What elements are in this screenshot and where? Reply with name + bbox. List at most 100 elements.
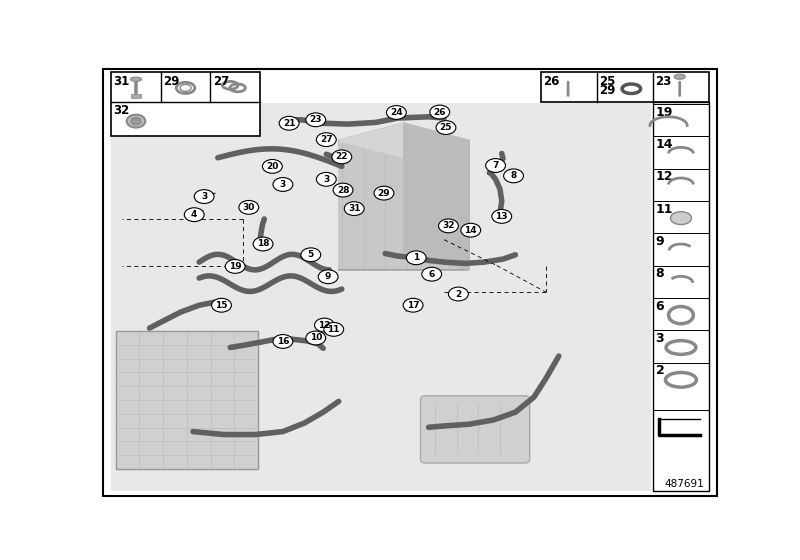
FancyBboxPatch shape [653, 102, 709, 491]
Text: 487691: 487691 [665, 479, 705, 489]
Circle shape [306, 113, 326, 127]
Text: 8: 8 [510, 171, 517, 180]
Text: 27: 27 [320, 135, 333, 144]
Circle shape [262, 160, 282, 173]
Ellipse shape [130, 77, 142, 81]
Circle shape [253, 237, 273, 251]
Text: 17: 17 [406, 301, 419, 310]
Text: 3: 3 [201, 192, 207, 201]
Text: 3: 3 [323, 175, 330, 184]
Circle shape [318, 270, 338, 284]
Polygon shape [115, 331, 258, 469]
Circle shape [438, 219, 458, 233]
Circle shape [333, 183, 353, 197]
Text: 13: 13 [495, 212, 508, 221]
Text: 32: 32 [114, 104, 130, 117]
FancyBboxPatch shape [542, 72, 709, 102]
Circle shape [504, 169, 523, 183]
Text: 31: 31 [348, 204, 361, 213]
Circle shape [226, 259, 245, 273]
Circle shape [211, 298, 231, 312]
Text: 11: 11 [327, 325, 340, 334]
Text: 12: 12 [318, 320, 330, 329]
Circle shape [324, 323, 344, 336]
FancyBboxPatch shape [103, 69, 717, 496]
Text: 6: 6 [655, 300, 664, 312]
Circle shape [316, 172, 336, 186]
Text: 14: 14 [465, 226, 477, 235]
Text: 20: 20 [266, 162, 278, 171]
Circle shape [436, 120, 456, 134]
Text: 3: 3 [655, 332, 664, 345]
Circle shape [449, 287, 468, 301]
Text: 29: 29 [599, 83, 615, 96]
Text: 24: 24 [390, 108, 402, 117]
Text: 3: 3 [280, 180, 286, 189]
Text: 16: 16 [277, 337, 289, 346]
FancyBboxPatch shape [111, 102, 650, 491]
Text: 23: 23 [655, 75, 671, 88]
Text: 2: 2 [655, 365, 664, 377]
Circle shape [461, 223, 481, 237]
Text: 29: 29 [163, 75, 180, 88]
Text: 19: 19 [655, 106, 673, 119]
Text: 26: 26 [434, 108, 446, 116]
Text: 25: 25 [440, 123, 452, 132]
Ellipse shape [670, 212, 691, 225]
Text: 9: 9 [325, 272, 331, 281]
Text: 18: 18 [257, 240, 270, 249]
Text: 30: 30 [242, 203, 255, 212]
Circle shape [430, 105, 450, 119]
Text: 25: 25 [599, 75, 615, 88]
Text: 7: 7 [492, 161, 498, 170]
Circle shape [403, 298, 423, 312]
Text: 31: 31 [114, 75, 130, 88]
Text: 23: 23 [310, 115, 322, 124]
FancyBboxPatch shape [111, 72, 260, 136]
Circle shape [374, 186, 394, 200]
Text: 22: 22 [335, 152, 348, 161]
Circle shape [273, 178, 293, 192]
Text: 4: 4 [191, 210, 198, 219]
Ellipse shape [131, 118, 141, 124]
Text: 5: 5 [308, 250, 314, 259]
Text: 11: 11 [655, 203, 673, 216]
Circle shape [279, 116, 299, 130]
Polygon shape [338, 123, 469, 270]
Circle shape [422, 267, 442, 281]
Text: 12: 12 [655, 170, 673, 183]
Circle shape [239, 200, 258, 214]
FancyBboxPatch shape [131, 94, 141, 98]
Text: 15: 15 [215, 301, 228, 310]
Circle shape [492, 209, 512, 223]
Circle shape [314, 318, 334, 332]
Text: 26: 26 [543, 75, 560, 88]
Text: 28: 28 [337, 185, 350, 194]
Circle shape [344, 202, 364, 216]
Circle shape [316, 133, 336, 147]
Circle shape [386, 106, 406, 119]
Circle shape [306, 331, 326, 345]
Circle shape [486, 158, 506, 172]
Circle shape [406, 251, 426, 265]
Text: 21: 21 [283, 119, 295, 128]
Text: 8: 8 [655, 267, 664, 280]
Text: 14: 14 [655, 138, 673, 151]
Text: 10: 10 [310, 334, 322, 343]
Ellipse shape [126, 115, 146, 128]
Polygon shape [338, 123, 469, 158]
Text: 32: 32 [442, 221, 454, 230]
Text: 2: 2 [455, 290, 462, 298]
Circle shape [273, 334, 293, 348]
Text: 19: 19 [229, 262, 242, 271]
Circle shape [332, 150, 352, 164]
Text: 27: 27 [213, 75, 229, 88]
Polygon shape [404, 123, 469, 270]
Text: 9: 9 [655, 235, 664, 248]
Text: 6: 6 [429, 270, 435, 279]
FancyBboxPatch shape [421, 396, 530, 463]
Text: 29: 29 [378, 189, 390, 198]
Text: 1: 1 [413, 253, 419, 262]
Circle shape [184, 208, 204, 222]
Circle shape [301, 248, 321, 262]
